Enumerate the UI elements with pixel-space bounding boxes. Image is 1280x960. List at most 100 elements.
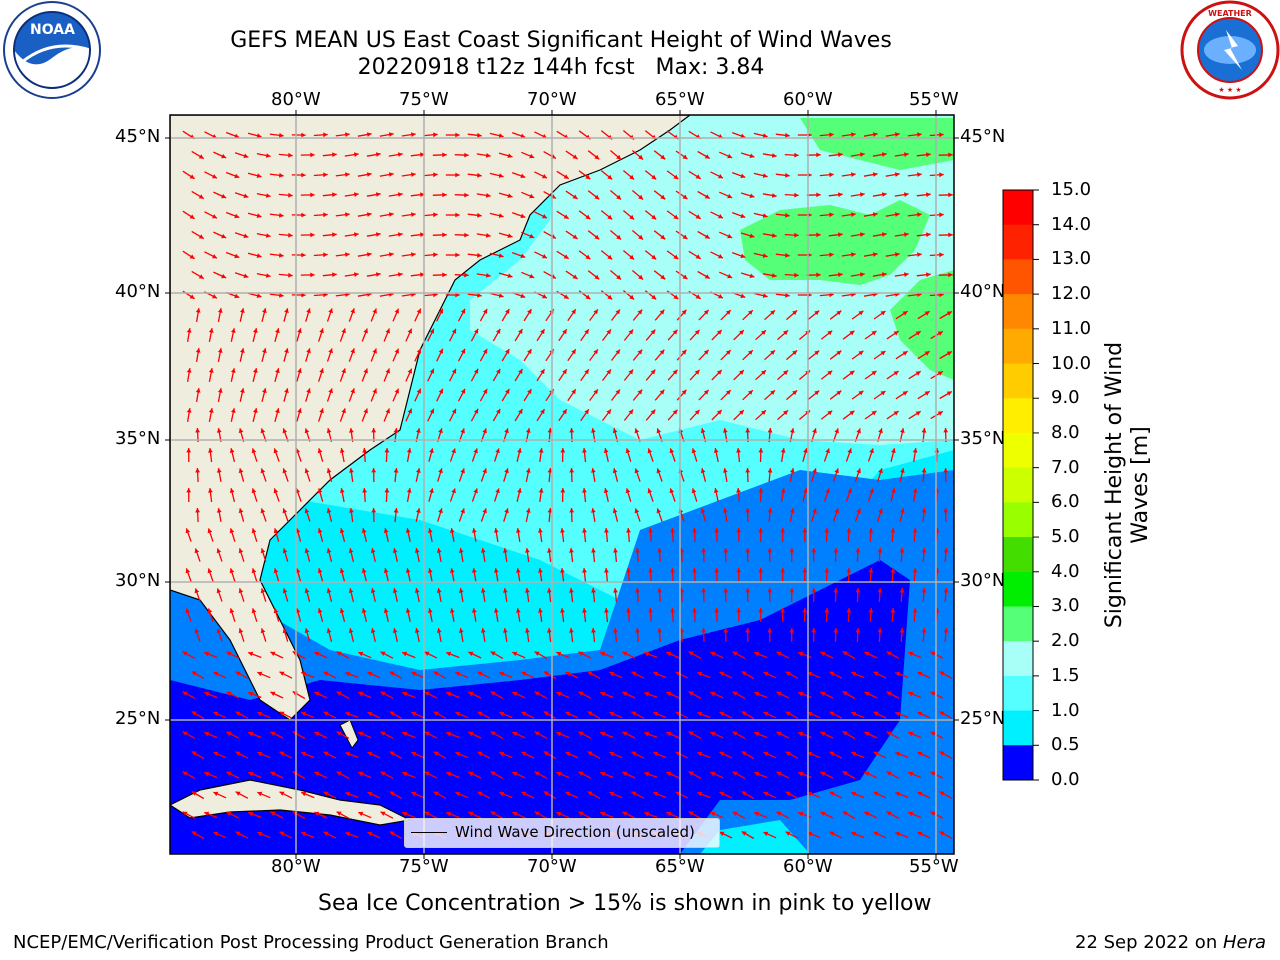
wave-arrow-head [895, 791, 901, 797]
lat-tick-left: 40°N [115, 281, 161, 302]
wave-arrow-head [402, 731, 408, 737]
wave-arrow-head [761, 410, 766, 415]
wave-arrow-head [547, 428, 553, 433]
legend-line-icon [411, 832, 447, 833]
wave-arrow-head [204, 691, 210, 697]
wave-arrow-head [383, 568, 389, 573]
wave-arrow-head [924, 351, 930, 356]
wave-arrow-head [473, 408, 479, 414]
wave-arrow-head [301, 172, 306, 178]
wave-band-0-0.5m [170, 560, 910, 854]
wave-arrow-head [336, 771, 342, 776]
wave-arrow-head [494, 528, 499, 533]
wave-arrow-head [930, 811, 936, 816]
wave-arrow-head [507, 233, 513, 238]
wave-arrow-head [265, 193, 271, 198]
wave-arrow-head [946, 391, 952, 396]
wave-arrow-head [366, 212, 372, 217]
sea-ice-note: Sea Ice Concentration > 15% is shown in … [318, 891, 932, 916]
wave-arrow-head [383, 608, 389, 613]
wave-arrow-head [714, 568, 720, 573]
lat-tick-left: 35°N [115, 428, 161, 449]
wave-arrow-head [464, 192, 469, 198]
wave-arrow-head [723, 628, 729, 633]
wave-arrow-head [394, 388, 399, 394]
wave-arrow-head [348, 628, 354, 633]
wave-arrow-head [380, 691, 386, 696]
wave-arrow-head [626, 528, 631, 533]
wave-arrow-head [424, 771, 430, 776]
wave-arrow-head [195, 428, 200, 433]
lon-tick-top: 55°W [909, 89, 959, 110]
wave-arrow-head [260, 428, 266, 434]
wave-arrow-head [915, 411, 921, 416]
wave-arrow-head [257, 831, 263, 837]
footer-credit: NCEP/EMC/Verification Post Processing Pr… [13, 932, 609, 953]
wave-arrow-head [556, 651, 562, 657]
nws-logo: WEATHER ★ ★ ★ [1180, 0, 1280, 100]
wave-arrow-head [525, 468, 531, 473]
wave-arrow-head [827, 330, 833, 336]
wave-arrow-head [301, 711, 307, 717]
wave-arrow-head [572, 154, 578, 159]
wave-arrow-head [498, 293, 504, 298]
wave-arrow-head [328, 388, 333, 394]
wave-arrow-head [616, 194, 622, 200]
wave-arrow-head [455, 671, 461, 677]
wave-arrow-head [704, 154, 710, 159]
wave-arrow-head [451, 368, 457, 374]
wave-arrow-head [525, 428, 531, 433]
wave-arrow-head [326, 428, 332, 434]
wave-arrow-head [336, 731, 342, 736]
wave-arrow-head [732, 811, 738, 816]
wave-arrow-head [349, 428, 354, 433]
wave-band-3-4m-north [740, 200, 930, 285]
wave-arrow-head [868, 568, 874, 573]
wave-arrow-head [370, 588, 376, 593]
wave-arrow-head [427, 608, 433, 613]
wave-arrow-head [789, 468, 795, 473]
colorbar [1002, 189, 1039, 781]
wave-arrow-head [380, 651, 386, 656]
wave-arrow-head [943, 628, 949, 633]
wave-arrow-head [651, 254, 657, 260]
wave-arrow-head [758, 528, 764, 533]
wave-arrow-head [745, 428, 751, 433]
wave-arrow-head [185, 528, 191, 534]
wave-arrow-head [825, 448, 830, 454]
wave-arrow-head [926, 152, 931, 158]
wave-arrow-head [591, 468, 596, 473]
wave-arrow-head [798, 771, 804, 777]
wave-arrow-head [727, 153, 733, 159]
wave-arrow-head [251, 448, 257, 454]
wave-arrow-head [695, 294, 701, 299]
wave-arrow-head [304, 588, 310, 594]
wave-arrow-head [385, 408, 390, 414]
wave-arrow-head [477, 791, 483, 796]
wave-arrow-head [446, 731, 452, 737]
wave-arrow-head [282, 468, 288, 474]
wave-arrow-head [411, 671, 417, 677]
wave-arrow-head [894, 132, 900, 137]
colorbar-tick-label: 14.0 [1051, 213, 1092, 235]
wave-arrow-head [420, 272, 425, 278]
wave-arrow-head [904, 232, 909, 237]
wave-arrow-head [436, 628, 442, 633]
wave-arrow-head [563, 214, 569, 219]
wave-arrow-head [221, 193, 227, 199]
wave-arrow-head [820, 811, 826, 816]
wave-arrow-head [776, 771, 782, 776]
wave-arrow-head [238, 628, 244, 634]
wave-arrow-head [785, 791, 791, 796]
wave-arrow-head [499, 711, 505, 717]
wave-arrow-head [895, 751, 901, 757]
wave-arrow-head [323, 172, 328, 178]
wave-arrow-head [362, 488, 367, 493]
wave-arrow-head [912, 568, 918, 573]
map-subtitle: 20220918 t12z 144h fcst Max: 3.84 [357, 55, 765, 80]
wave-arrow-head [436, 588, 442, 593]
wave-arrow-head [745, 508, 751, 513]
wave-arrow-head [881, 152, 887, 157]
wave-arrow-head [917, 671, 923, 677]
wave-arrow-head [946, 311, 952, 316]
